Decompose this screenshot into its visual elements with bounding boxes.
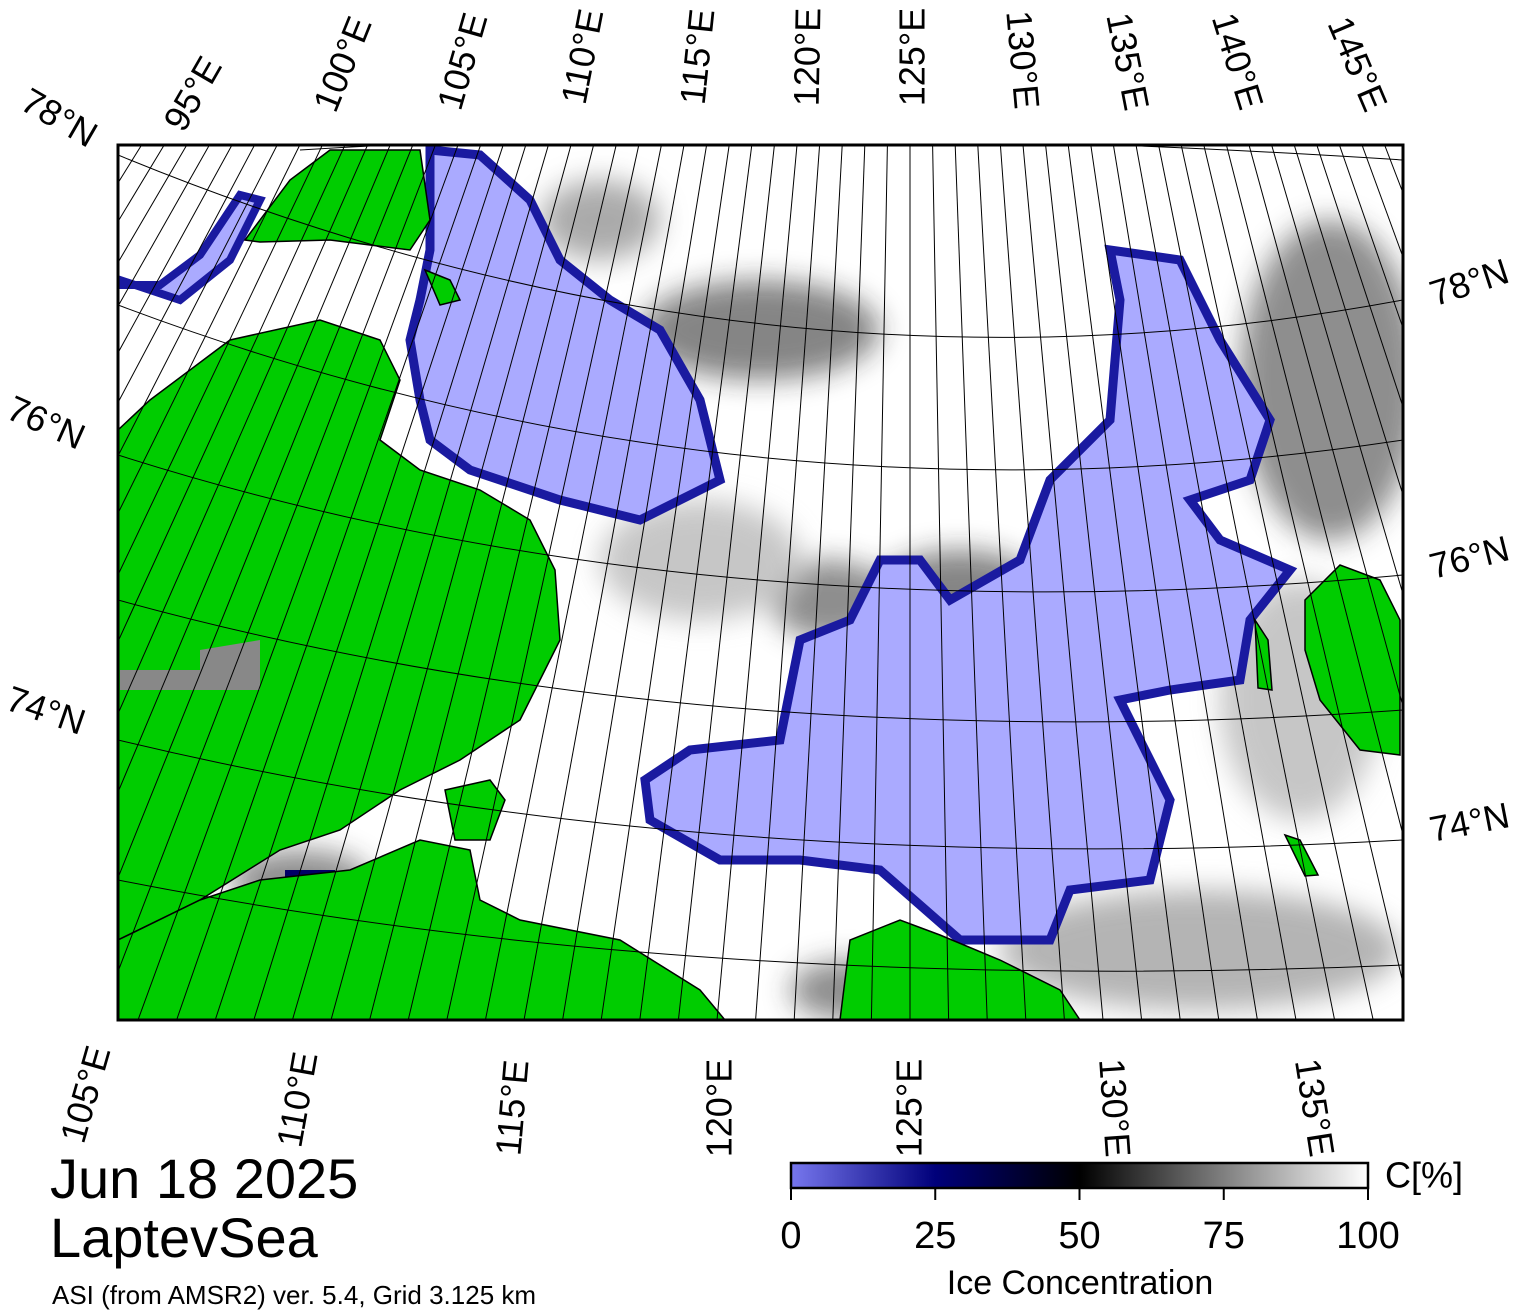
graticule-label: 120°E [699,1059,740,1157]
graticule-label: 74°N [1,678,90,743]
graticule-label: 78°N [1424,250,1513,314]
graticule-label: 105°E [52,1041,119,1147]
graticule-label: 78°N [14,80,104,156]
meridian [600,145,730,1020]
graticule-label: 115°E [487,1058,536,1157]
polynya [118,190,266,305]
meridian [1248,145,1403,709]
meridian [118,145,369,715]
meridian [1158,145,1336,1020]
graticule-label: 74°N [1426,794,1513,850]
graticule-label: 110°E [553,5,612,107]
parallel [299,145,1403,161]
meridian [1022,145,1104,1020]
meridian [137,145,459,1020]
graticule-label: 76°N [1425,527,1513,586]
meridian [562,145,708,1020]
meridian [484,145,662,1020]
parallel [118,154,1403,338]
meridian [523,145,685,1020]
meridian [118,145,436,973]
meridian [793,145,843,1020]
graticule-label: 135°E [1287,1056,1343,1160]
meridian [330,145,572,1020]
graticule-label: 145°E [1320,10,1396,117]
meridian [639,145,753,1020]
meridian [1135,145,1297,1020]
map-area [118,145,1403,1020]
parallel [118,454,1403,593]
graticule-label: 95°E [155,49,230,137]
graticule-label: 130°E [1091,1057,1139,1158]
graticule-label: 125°E [892,8,933,106]
polynya [640,244,1298,945]
graticule-label: 130°E [998,9,1047,111]
meridian [1203,145,1403,986]
colorbar-tick-label: 100 [1336,1215,1399,1257]
ice-shelf [120,640,260,690]
graticule-label: 100°E [305,11,380,118]
meridian [118,145,414,880]
colorbar-tick-label: 50 [1058,1215,1100,1257]
graticule-label: 135°E [1098,9,1157,113]
meridian [407,145,617,1020]
colorbar: C[%] Ice Concentration 0 25 50 75 100 [780,1155,1463,1302]
colorbar-tick-label: 0 [780,1215,801,1257]
land [118,149,1401,1020]
meridian [1112,145,1258,1020]
meridian [253,145,527,1020]
meridian [1180,145,1374,1020]
meridian [977,145,1027,1020]
graticule-label: 140°E [1204,8,1272,114]
meridian [118,145,391,794]
subtitle: ASI (from AMSR2) ver. 5.4, Grid 3.125 km [52,1280,536,1310]
meridian [176,145,482,1020]
parallel [118,599,1403,723]
graticule-label: 76°N [1,387,91,457]
meridian [870,145,888,1020]
parallel [118,739,1403,850]
meridian [1090,145,1220,1020]
meridian [1045,145,1143,1020]
meridian [999,145,1065,1020]
map-frame [116,143,1405,1022]
graticule-label: 110°E [269,1049,326,1150]
meridian [1225,145,1403,837]
meridian [755,145,821,1020]
colorbar-ramp [789,1161,1370,1190]
meridian [832,145,866,1020]
meridian [716,145,798,1020]
colorbar-tick-label: 75 [1203,1215,1245,1257]
parallel [118,304,1403,471]
graticule-label: 115°E [672,7,723,107]
polynya [405,145,726,525]
graticule-label: 125°E [889,1059,930,1157]
graticule [118,145,1403,1020]
meridian [291,145,549,1020]
meridian [677,145,775,1020]
region-title: LaptevSea [50,1206,319,1269]
colorbar-label: Ice Concentration [947,1264,1214,1302]
meridian [1067,145,1181,1020]
colorbar-unit: C[%] [1385,1155,1463,1196]
meridian [214,145,504,1020]
meridian [954,145,988,1020]
graticule-label: 105°E [429,8,496,114]
meridian [932,145,950,1020]
graticule-label: 120°E [786,7,829,106]
meridian [369,145,595,1020]
date-title: Jun 18 2025 [50,1147,358,1210]
meridian [446,145,640,1020]
parallel [118,879,1403,972]
graticule-labels: 95°E 100°E 105°E 110°E 115°E 120°E 125°E 130°E 1… [1,5,1514,1159]
colorbar-tick-label: 25 [914,1215,956,1257]
